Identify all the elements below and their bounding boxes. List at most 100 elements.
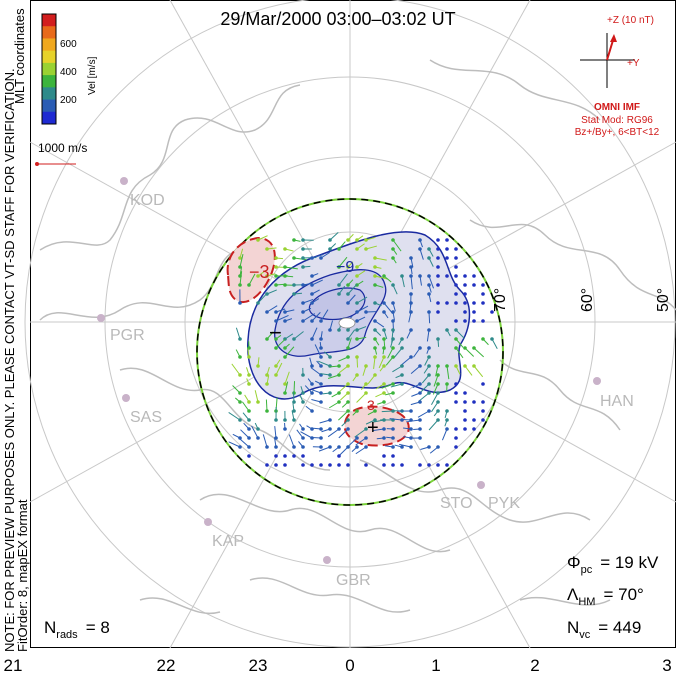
vector-line [392, 239, 402, 252]
vector-line [455, 347, 464, 359]
colorbar-segment [42, 38, 56, 52]
vector-line [245, 367, 250, 376]
station-label-pgr: PGR [110, 327, 145, 344]
vector-origin [454, 427, 458, 431]
vector-line [266, 273, 276, 277]
vector-origin [463, 274, 467, 278]
vector-line [284, 333, 294, 340]
vector-origin [346, 463, 350, 467]
vector-origin [265, 463, 269, 467]
vector-origin [463, 409, 467, 413]
vector-line [347, 337, 352, 349]
vector-line [257, 357, 260, 367]
vector-line [392, 284, 398, 295]
vector-origin [472, 283, 476, 287]
vector-line [327, 428, 340, 438]
vector-origin [382, 454, 386, 458]
vector-line [284, 371, 290, 385]
vector-line [266, 366, 270, 376]
fit-order-note: FitOrder: 8, mapEX format [15, 499, 30, 652]
vector-line [412, 383, 421, 389]
vector-line [314, 380, 322, 385]
vector-line [243, 422, 250, 430]
vector-origin [247, 454, 251, 458]
contour-label-neg9: −9 [336, 259, 354, 276]
vector-origin [472, 418, 476, 422]
vector-line [403, 436, 412, 439]
vector-line [302, 307, 312, 313]
vector-line [341, 401, 349, 408]
vector-line [406, 419, 421, 423]
vector-line [432, 383, 439, 395]
neg-min-label: − [269, 320, 282, 345]
vector-line [320, 251, 331, 259]
vector-origin [463, 400, 467, 404]
vector-line [373, 428, 385, 431]
vector-origin [463, 301, 467, 305]
vector-line [266, 247, 277, 250]
vector-line [347, 261, 354, 268]
vector-line [339, 383, 349, 392]
vector-line [292, 391, 295, 403]
vector-origin [454, 283, 458, 287]
vector-origin [481, 301, 485, 305]
vector-line [299, 394, 304, 403]
vector-line [362, 365, 367, 376]
vector-line [392, 311, 395, 321]
vector-origin [454, 292, 458, 296]
vector-origin [472, 274, 476, 278]
vector-line [311, 398, 322, 403]
vector-line [410, 275, 413, 290]
vector-line [352, 410, 358, 416]
colorbar-segment [42, 14, 56, 27]
vector-line [314, 344, 322, 358]
vector-line [254, 390, 259, 403]
vector-origin [463, 292, 467, 296]
vector-line [417, 410, 430, 418]
vector-line [275, 334, 282, 340]
vector-line [274, 426, 277, 439]
vector-line [311, 273, 319, 277]
vector-origin [481, 400, 485, 404]
station-marker-sas [122, 394, 130, 402]
vector-line [248, 273, 256, 286]
vector-line [275, 362, 283, 376]
vector-line [311, 254, 324, 259]
vector-line [234, 397, 241, 403]
vector-origin [454, 274, 458, 278]
vector-line [284, 381, 289, 394]
vector-line [305, 405, 313, 412]
vector-origin [436, 238, 440, 242]
contour-label-neg3: −3 [249, 262, 270, 282]
vector-origin [454, 301, 458, 305]
vector-line [231, 363, 241, 376]
vector-line [444, 419, 448, 427]
vector-line [441, 428, 448, 441]
vector-origin [481, 292, 485, 296]
vector-line [293, 331, 304, 340]
vector-line [340, 392, 349, 401]
vector-line [385, 392, 394, 396]
vector-line [244, 394, 250, 403]
lambda-hm: ΛHM = 70° [567, 585, 644, 608]
vector-line [319, 419, 331, 424]
colorbar-segment [42, 62, 56, 76]
colorbar-tick-400: 400 [60, 67, 77, 78]
vector-origin [472, 427, 476, 431]
preview-note: NOTE: FOR PREVIEW PURPOSES ONLY. PLEASE … [2, 68, 17, 652]
vector-line [302, 313, 316, 322]
vector-origin [454, 247, 458, 251]
colorbar-segment [42, 111, 56, 125]
vector-line [292, 403, 295, 412]
vector-line [419, 239, 423, 248]
vector-line [275, 314, 289, 322]
vector-line [429, 446, 439, 454]
n-rads: Nrads = 8 [44, 618, 110, 641]
vector-line [257, 235, 268, 241]
vector-line [238, 437, 250, 448]
vector-line [446, 365, 450, 380]
vector-line [392, 248, 398, 255]
vector-origin [427, 463, 431, 467]
vector-line [394, 444, 403, 448]
vector-origin [436, 256, 440, 260]
